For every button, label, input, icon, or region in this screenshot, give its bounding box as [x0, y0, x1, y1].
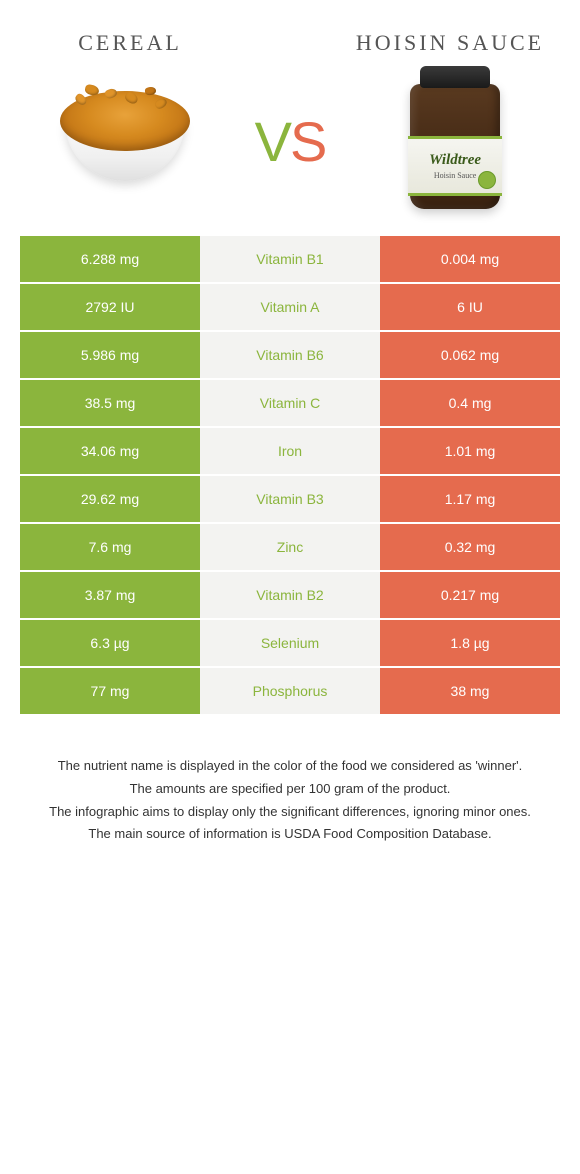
nutrient-name: Vitamin C — [200, 380, 380, 428]
left-food-title: Cereal — [30, 30, 230, 56]
left-value: 7.6 mg — [20, 524, 200, 572]
table-row: 6.288 mgVitamin B10.004 mg — [20, 236, 560, 284]
right-value: 0.217 mg — [380, 572, 560, 620]
right-value: 0.4 mg — [380, 380, 560, 428]
nutrient-name: Vitamin B3 — [200, 476, 380, 524]
table-row: 5.986 mgVitamin B60.062 mg — [20, 332, 560, 380]
right-value: 6 IU — [380, 284, 560, 332]
organic-seal-icon — [478, 171, 496, 189]
nutrient-name: Vitamin B2 — [200, 572, 380, 620]
vs-s-letter: S — [290, 110, 325, 173]
left-value: 3.87 mg — [20, 572, 200, 620]
table-row: 29.62 mgVitamin B31.17 mg — [20, 476, 560, 524]
table-row: 77 mgPhosphorus38 mg — [20, 668, 560, 716]
cereal-image — [45, 76, 205, 206]
jar-brand-text: Wildtree — [429, 152, 481, 169]
left-value: 6.288 mg — [20, 236, 200, 284]
table-row: 3.87 mgVitamin B20.217 mg — [20, 572, 560, 620]
nutrient-name: Vitamin A — [200, 284, 380, 332]
right-value: 1.17 mg — [380, 476, 560, 524]
left-value: 77 mg — [20, 668, 200, 716]
right-value: 0.062 mg — [380, 332, 560, 380]
right-value: 1.8 µg — [380, 620, 560, 668]
left-value: 38.5 mg — [20, 380, 200, 428]
nutrient-comparison-table: 6.288 mgVitamin B10.004 mg2792 IUVitamin… — [20, 236, 560, 716]
footnote-line: The nutrient name is displayed in the co… — [30, 756, 550, 777]
left-value: 2792 IU — [20, 284, 200, 332]
left-value: 5.986 mg — [20, 332, 200, 380]
images-row: VS Wildtree Hoisin Sauce — [0, 66, 580, 236]
right-value: 0.32 mg — [380, 524, 560, 572]
table-row: 38.5 mgVitamin C0.4 mg — [20, 380, 560, 428]
vs-label: VS — [255, 109, 326, 174]
right-value: 38 mg — [380, 668, 560, 716]
vs-v-letter: V — [255, 110, 290, 173]
nutrient-name: Vitamin B1 — [200, 236, 380, 284]
right-value: 1.01 mg — [380, 428, 560, 476]
footnote-line: The infographic aims to display only the… — [30, 802, 550, 823]
footnotes: The nutrient name is displayed in the co… — [0, 716, 580, 907]
nutrient-name: Selenium — [200, 620, 380, 668]
jar-product-text: Hoisin Sauce — [434, 171, 476, 180]
nutrient-name: Phosphorus — [200, 668, 380, 716]
nutrient-name: Zinc — [200, 524, 380, 572]
hoisin-sauce-image: Wildtree Hoisin Sauce — [375, 76, 535, 206]
header-titles: Cereal Hoisin sauce — [0, 0, 580, 66]
table-row: 6.3 µgSelenium1.8 µg — [20, 620, 560, 668]
footnote-line: The main source of information is USDA F… — [30, 824, 550, 845]
table-row: 7.6 mgZinc0.32 mg — [20, 524, 560, 572]
nutrient-name: Vitamin B6 — [200, 332, 380, 380]
table-row: 34.06 mgIron1.01 mg — [20, 428, 560, 476]
table-row: 2792 IUVitamin A6 IU — [20, 284, 560, 332]
right-value: 0.004 mg — [380, 236, 560, 284]
footnote-line: The amounts are specified per 100 gram o… — [30, 779, 550, 800]
left-value: 34.06 mg — [20, 428, 200, 476]
left-value: 6.3 µg — [20, 620, 200, 668]
right-food-title: Hoisin sauce — [350, 30, 550, 56]
nutrient-name: Iron — [200, 428, 380, 476]
left-value: 29.62 mg — [20, 476, 200, 524]
